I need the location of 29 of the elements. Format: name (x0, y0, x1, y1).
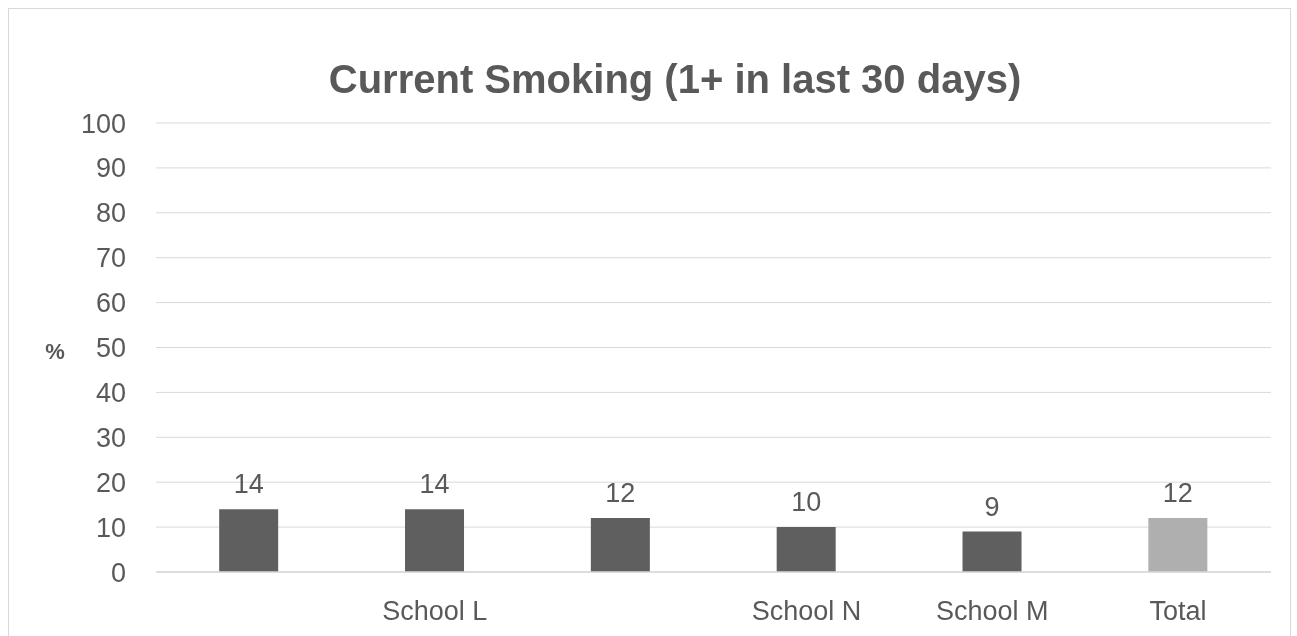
chart-title: Current Smoking (1+ in last 30 days) (327, 56, 1023, 103)
y-tick-label: 20 (95, 467, 126, 498)
data-label: 14 (419, 469, 450, 500)
x-tick-label: School N (751, 596, 862, 627)
y-tick-label: 70 (95, 243, 126, 274)
bar (1148, 518, 1208, 572)
data-label: 12 (1162, 478, 1193, 509)
y-tick-label: 80 (95, 198, 126, 229)
y-tick-label: 60 (95, 288, 126, 319)
y-tick-label: 90 (95, 153, 126, 184)
bar (219, 509, 279, 572)
data-label: 12 (605, 478, 636, 509)
data-label: 9 (984, 491, 1000, 522)
y-tick-label: 0 (110, 557, 126, 588)
data-label: 14 (233, 469, 264, 500)
y-tick-label: 100 (80, 108, 126, 139)
bar (776, 527, 836, 572)
y-tick-label: 50 (95, 333, 126, 364)
y-axis-title: % (44, 338, 66, 366)
bar (405, 509, 465, 572)
y-tick-label: 40 (95, 377, 126, 408)
x-tick-label: School M (935, 596, 1049, 627)
x-tick-label: Total (1149, 596, 1207, 627)
bar (962, 531, 1022, 572)
y-tick-label: 10 (95, 512, 126, 543)
data-label: 10 (791, 487, 822, 518)
bar (590, 518, 650, 572)
y-tick-label: 30 (95, 422, 126, 453)
x-tick-label: School L (382, 596, 488, 627)
